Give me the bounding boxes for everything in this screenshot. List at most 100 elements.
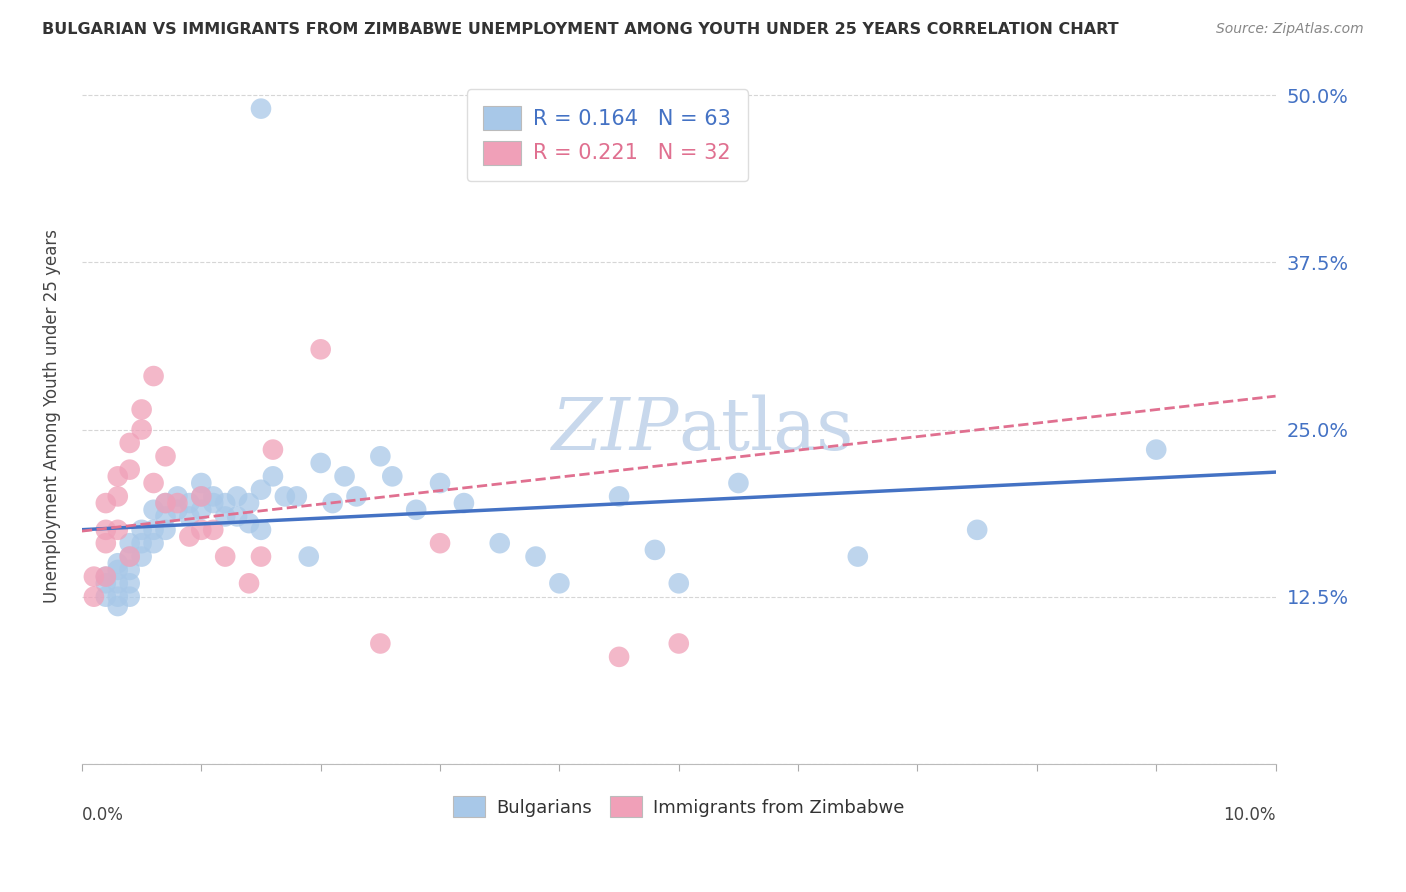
Point [298,549,321,564]
Point [190,502,212,516]
Point [190,490,212,504]
Point [262,442,284,457]
Text: 10.0%: 10.0% [1223,805,1275,823]
Point [118,549,141,564]
Point [83,569,105,583]
Point [214,496,236,510]
Point [214,549,236,564]
Point [202,496,225,510]
Point [274,490,297,504]
Point [346,490,368,504]
Point [322,496,344,510]
Point [155,496,177,510]
Point [202,490,225,504]
Point [179,496,201,510]
Point [250,483,273,497]
Point [94,569,117,583]
Point [107,523,129,537]
Point [190,490,212,504]
Point [548,576,571,591]
Point [238,516,260,530]
Point [118,436,141,450]
Point [405,502,427,516]
Point [727,476,749,491]
Point [155,450,177,464]
Point [83,590,105,604]
Point [118,536,141,550]
Point [179,529,201,543]
Point [94,569,117,583]
Point [238,496,260,510]
Point [131,536,153,550]
Point [1144,442,1167,457]
Point [333,469,356,483]
Point [166,490,188,504]
Point [142,502,165,516]
Point [607,490,630,504]
Point [309,343,332,357]
Point [668,636,690,650]
Point [107,563,129,577]
Point [250,523,273,537]
Point [142,476,165,491]
Point [370,450,392,464]
Point [131,523,153,537]
Point [607,649,630,664]
Point [488,536,510,550]
Point [285,490,308,504]
Text: atlas: atlas [679,395,853,466]
Point [94,536,117,550]
Point [250,102,273,116]
Point [155,523,177,537]
Point [166,502,188,516]
Point [226,490,249,504]
Text: BULGARIAN VS IMMIGRANTS FROM ZIMBABWE UNEMPLOYMENT AMONG YOUTH UNDER 25 YEARS CO: BULGARIAN VS IMMIGRANTS FROM ZIMBABWE UN… [42,22,1119,37]
Text: Source: ZipAtlas.com: Source: ZipAtlas.com [1216,22,1364,37]
Point [107,590,129,604]
Point [190,523,212,537]
Point [453,496,475,510]
Point [644,542,666,557]
Point [202,523,225,537]
Point [118,563,141,577]
Point [190,476,212,491]
Legend: Bulgarians, Immigrants from Zimbabwe: Bulgarians, Immigrants from Zimbabwe [446,789,912,824]
Point [94,576,117,591]
Point [131,402,153,417]
Point [142,369,165,384]
Point [107,490,129,504]
Point [107,576,129,591]
Point [155,496,177,510]
Point [226,509,249,524]
Point [131,423,153,437]
Point [118,463,141,477]
Point [107,599,129,613]
Point [846,549,869,564]
Point [118,590,141,604]
Point [94,496,117,510]
Point [214,509,236,524]
Y-axis label: Unemployment Among Youth under 25 years: Unemployment Among Youth under 25 years [44,229,60,603]
Point [107,469,129,483]
Point [429,476,451,491]
Point [166,496,188,510]
Point [118,549,141,564]
Point [429,536,451,550]
Point [179,509,201,524]
Point [142,523,165,537]
Point [668,576,690,591]
Text: 0.0%: 0.0% [82,805,124,823]
Point [370,636,392,650]
Point [238,576,260,591]
Point [94,523,117,537]
Point [262,469,284,483]
Text: ZIP: ZIP [551,395,679,466]
Point [155,509,177,524]
Point [250,549,273,564]
Point [142,536,165,550]
Point [381,469,404,483]
Point [131,549,153,564]
Point [118,576,141,591]
Point [524,549,547,564]
Point [309,456,332,470]
